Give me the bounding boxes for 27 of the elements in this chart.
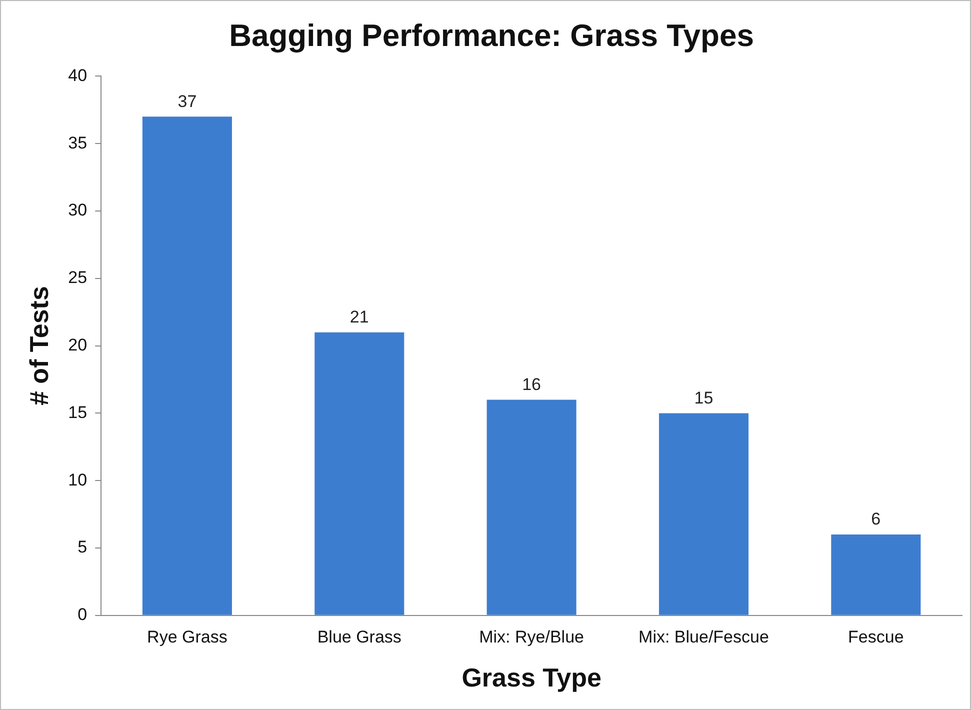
data-label: 21: [350, 308, 369, 327]
x-tick-label: Fescue: [848, 627, 904, 646]
y-tick-label: 15: [68, 402, 88, 422]
y-tick-label: 30: [68, 200, 88, 220]
data-label: 16: [522, 374, 542, 394]
data-label: 37: [178, 92, 197, 111]
x-tick-label: Rye Grass: [147, 627, 228, 646]
data-label: 15: [694, 388, 714, 408]
bar: [658, 413, 748, 615]
data-label: 6: [871, 510, 881, 529]
x-tick-label: Mix: Rye/Blue: [479, 627, 584, 646]
y-tick-label: 5: [78, 538, 88, 557]
y-tick-label: 10: [68, 470, 88, 490]
y-tick-label: 25: [68, 268, 88, 288]
y-tick-label: 0: [78, 605, 88, 624]
bar: [831, 534, 921, 615]
bar: [314, 332, 404, 615]
chart-title: Bagging Performance: Grass Types: [229, 18, 754, 54]
x-tick-label: Blue Grass: [317, 627, 402, 646]
y-tick-label: 20: [68, 335, 88, 354]
x-axis-title: Grass Type: [462, 662, 602, 693]
y-tick-label: 40: [68, 66, 88, 85]
y-axis-title: # of Tests: [24, 286, 54, 406]
x-tick-label: Mix: Blue/Fescue: [638, 627, 769, 646]
bar: [486, 400, 576, 615]
bar: [142, 116, 232, 615]
y-tick-label: 35: [68, 133, 88, 152]
